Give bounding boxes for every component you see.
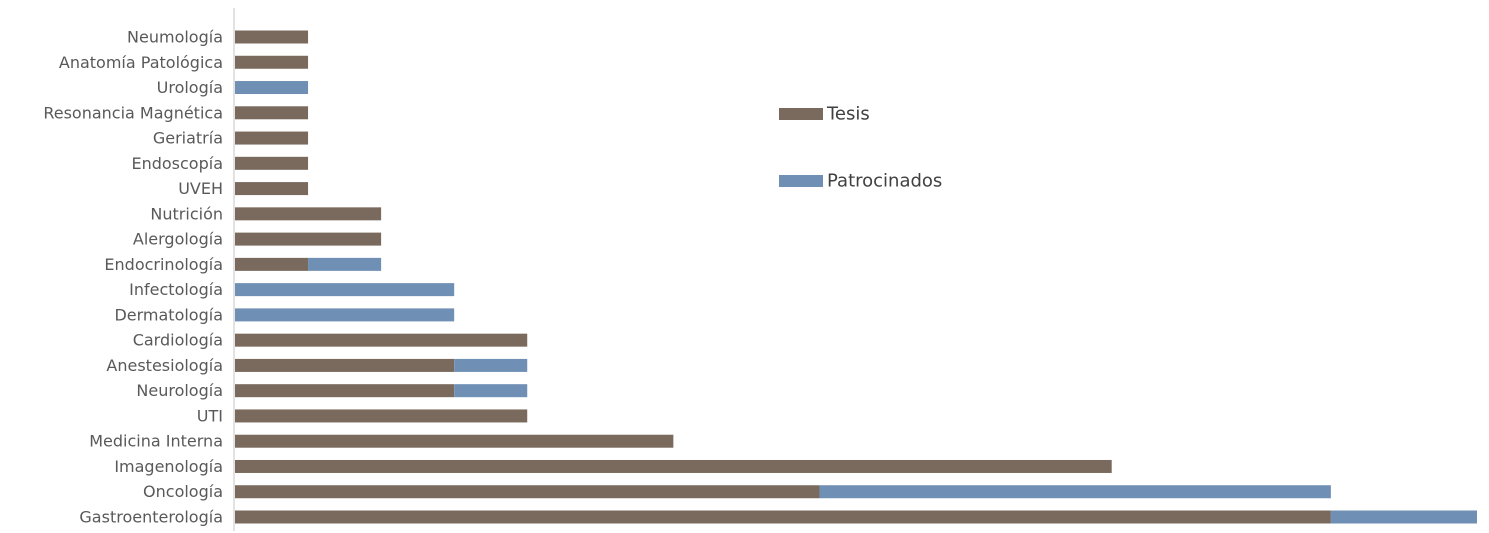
bar-tesis bbox=[235, 156, 309, 170]
bar-tesis bbox=[235, 459, 1112, 473]
category-label: Resonancia Magnética bbox=[43, 103, 223, 122]
legend-swatch bbox=[779, 175, 823, 187]
bar-patrocinados bbox=[454, 384, 528, 398]
bar-tesis bbox=[235, 30, 309, 44]
category-label: Alergología bbox=[133, 230, 223, 249]
category-label: Geriatría bbox=[153, 129, 223, 148]
bar-patrocinados bbox=[308, 257, 382, 271]
category-label: Anatomía Patológica bbox=[59, 53, 223, 72]
bar-patrocinados bbox=[1330, 510, 1477, 524]
category-label: Nutrición bbox=[150, 204, 223, 223]
category-label: Medicina Interna bbox=[89, 432, 223, 451]
bar-tesis bbox=[235, 232, 382, 246]
bar-tesis bbox=[235, 182, 309, 196]
category-label: Dermatología bbox=[114, 305, 223, 324]
bar-tesis bbox=[235, 384, 455, 398]
bar-tesis bbox=[235, 333, 528, 347]
bar-tesis bbox=[235, 485, 820, 499]
bar-patrocinados bbox=[235, 283, 455, 297]
bar-patrocinados bbox=[454, 358, 528, 372]
legend-label: Patrocinados bbox=[827, 171, 942, 192]
bar-patrocinados bbox=[819, 485, 1331, 499]
category-label: Endoscopía bbox=[131, 154, 223, 173]
legend-label: Tesis bbox=[826, 104, 870, 125]
bar-tesis bbox=[235, 131, 309, 145]
bar-patrocinados bbox=[235, 308, 455, 322]
bar-tesis bbox=[235, 409, 528, 423]
legend-swatch bbox=[779, 108, 823, 120]
bar-tesis bbox=[235, 257, 309, 271]
category-label: Neumología bbox=[127, 28, 223, 47]
category-label: Anestesiología bbox=[106, 356, 223, 375]
bar-tesis bbox=[235, 510, 1331, 524]
category-label: Neurología bbox=[136, 381, 223, 400]
category-label: Oncología bbox=[143, 482, 223, 501]
category-label: Imagenología bbox=[114, 457, 223, 476]
category-label: Urología bbox=[157, 78, 223, 97]
bar-tesis bbox=[235, 358, 455, 372]
category-label: Infectología bbox=[129, 280, 223, 299]
bar-tesis bbox=[235, 434, 674, 448]
category-label: Endocrinología bbox=[104, 255, 223, 274]
category-label: Cardiología bbox=[133, 331, 223, 350]
bar-patrocinados bbox=[235, 81, 309, 95]
bar-tesis bbox=[235, 55, 309, 69]
category-label: UVEH bbox=[178, 179, 223, 198]
category-label: Gastroenterología bbox=[79, 508, 223, 527]
category-labels: Neumología Anatomía Patológica Urología Res… bbox=[43, 28, 223, 527]
bars bbox=[235, 30, 1477, 524]
category-label: UTI bbox=[197, 406, 223, 425]
bar-tesis bbox=[235, 106, 309, 120]
bar-tesis bbox=[235, 207, 382, 221]
legend: Tesis Patrocinados bbox=[779, 104, 942, 192]
